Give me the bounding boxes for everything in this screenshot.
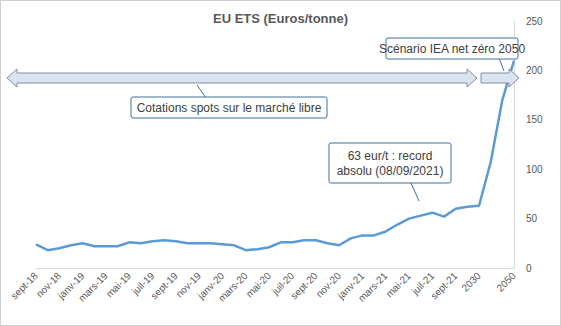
svg-text:2030: 2030 [459,270,483,294]
svg-text:sept-19: sept-19 [148,270,180,302]
svg-text:100: 100 [526,164,543,175]
svg-text:250: 250 [526,16,543,27]
svg-text:janv-21: janv-21 [335,270,367,301]
svg-text:mars-19: mars-19 [76,270,110,304]
svg-text:nov-19: nov-19 [173,270,204,300]
svg-text:EU ETS (Euros/tonne): EU ETS (Euros/tonne) [213,11,348,26]
svg-text:nov-20: nov-20 [313,270,343,300]
svg-text:mai-19: mai-19 [104,270,134,300]
svg-text:sept-20: sept-20 [288,270,320,302]
svg-text:50: 50 [526,213,538,224]
svg-text:mai-20: mai-20 [244,270,274,300]
svg-text:juil-19: juil-19 [129,270,157,297]
svg-text:sept-21: sept-21 [428,270,460,302]
svg-text:2050: 2050 [494,270,518,294]
svg-text:mars-21: mars-21 [356,270,390,304]
svg-text:nov-18: nov-18 [33,270,64,300]
svg-text:200: 200 [526,65,543,76]
svg-text:sept-18: sept-18 [9,270,41,302]
svg-text:0: 0 [526,263,532,274]
svg-text:janv-19: janv-19 [55,270,87,301]
svg-text:absolu (08/09/2021): absolu (08/09/2021) [337,164,444,178]
svg-text:juil-20: juil-20 [269,270,297,297]
svg-text:63 eur/t : record: 63 eur/t : record [348,149,433,163]
svg-text:Scénario IEA net zéro 2050: Scénario IEA net zéro 2050 [379,42,525,56]
svg-text:mars-20: mars-20 [216,270,250,304]
svg-text:Cotations spots sur le marché: Cotations spots sur le marché libre [137,101,322,115]
svg-text:mai-21: mai-21 [384,270,414,300]
svg-text:150: 150 [526,114,543,125]
svg-text:janv-20: janv-20 [195,270,227,301]
svg-text:juil-21: juil-21 [409,270,437,297]
